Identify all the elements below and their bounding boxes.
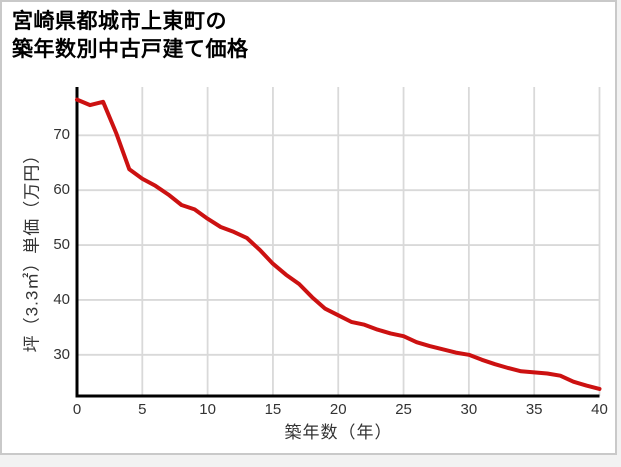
y-tick-label: 30 [53,345,70,363]
x-tick-label: 20 [329,401,347,418]
chart-title-line2: 築年数別中古戸建て価格 [12,38,249,61]
y-tick-label: 50 [53,236,70,254]
x-tick-label: 25 [395,401,412,418]
y-tick-label: 40 [53,290,70,308]
chart-title-line1: 宮崎県都城市上東町の [12,10,227,33]
x-tick-label: 40 [591,401,608,418]
y-tick-label: 60 [53,181,70,199]
x-tick-label: 15 [264,401,282,418]
x-tick-label: 10 [199,401,216,418]
price-line [75,97,602,391]
x-axis-title: 築年数（年） [284,423,393,442]
chart-card: 宮崎県都城市上東町の 築年数別中古戸建て価格 0 5 10 15 20 25 30 35 40 … [0,0,617,455]
x-tick-label: 35 [525,401,543,418]
x-tick-label: 5 [138,401,147,418]
x-tick-label: 0 [72,401,82,418]
x-tick-label: 30 [460,401,478,418]
chart-title: 宮崎県都城市上東町の 築年数別中古戸建て価格 [12,8,249,64]
y-axis-title-text: 坪（3.3㎡）単価（万円） [22,145,42,353]
y-tick-label: 70 [53,126,70,144]
